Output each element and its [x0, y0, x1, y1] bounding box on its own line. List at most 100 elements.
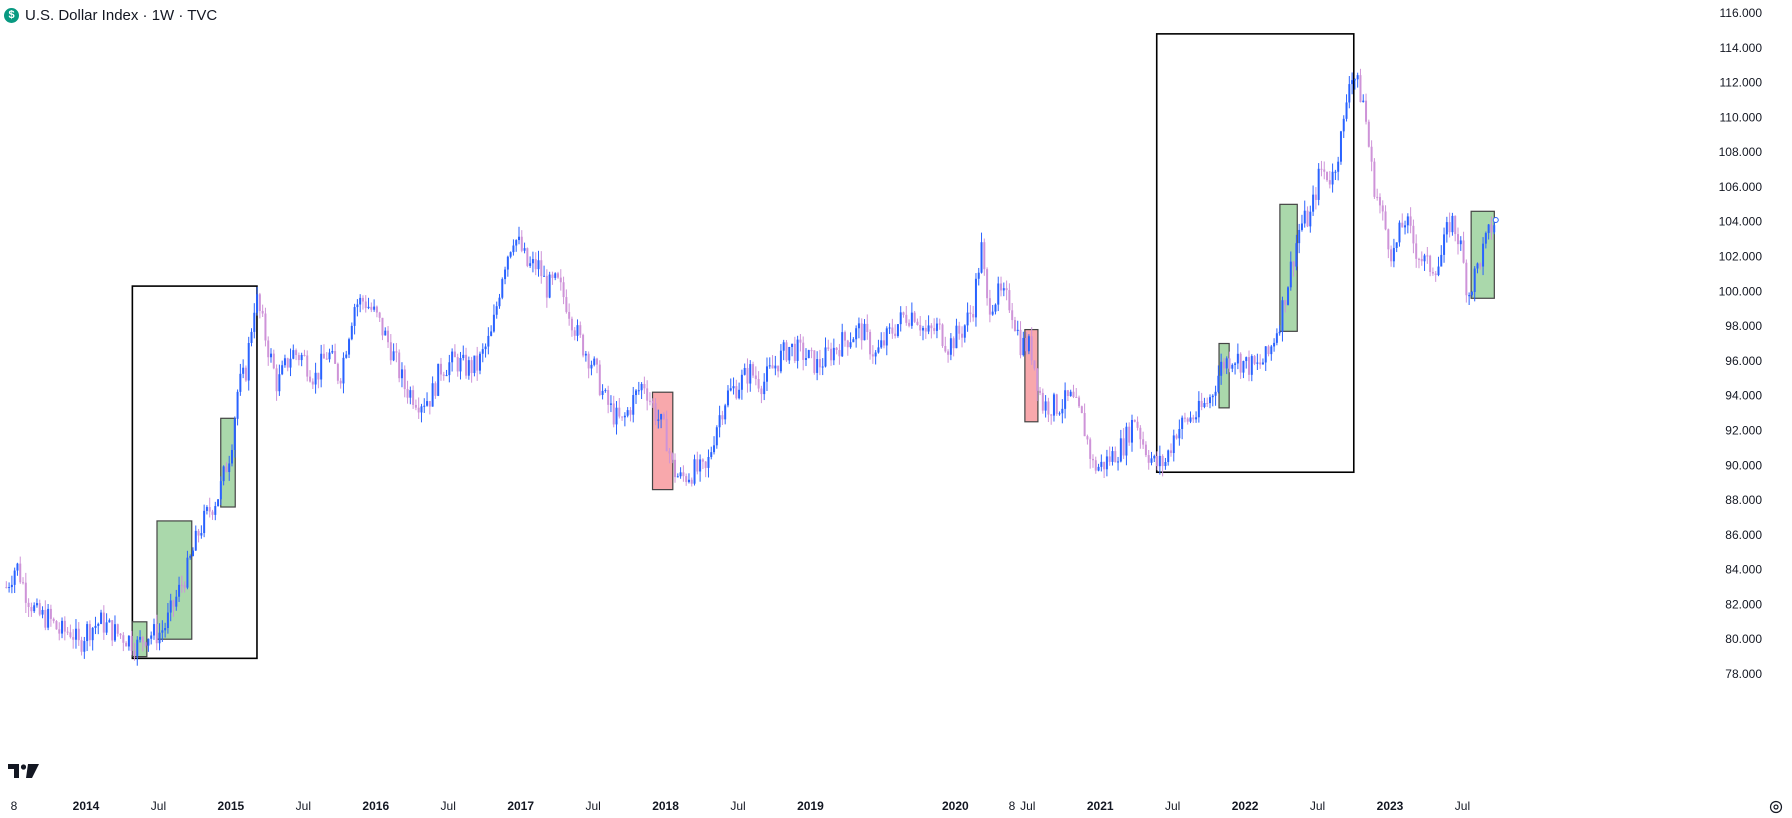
candle-body [1443, 234, 1446, 255]
candle-body [938, 323, 941, 325]
candle-body [1431, 272, 1434, 274]
candle-body [1437, 266, 1440, 276]
chart-title: U.S. Dollar Index · 1W · TVC [25, 6, 218, 24]
x-axis-tick-label: Jul [1020, 799, 1035, 813]
candle-body [609, 403, 612, 405]
candle-body [1387, 229, 1390, 250]
candle-body [1172, 435, 1175, 454]
candle-body [1440, 254, 1443, 267]
candle-body [651, 400, 654, 404]
candle-body [1253, 356, 1256, 364]
candle-body [665, 418, 668, 452]
x-axis-tick-label: 2023 [1377, 799, 1404, 813]
candle-body [958, 325, 961, 334]
candle-body [295, 350, 298, 356]
candle-body [729, 388, 732, 391]
candle-body [832, 347, 835, 361]
candle-body [821, 366, 824, 368]
candle-body [1376, 196, 1379, 198]
candle-body [1384, 211, 1387, 230]
candle-body [693, 459, 696, 484]
candle-body [1197, 400, 1200, 418]
candle-body [933, 328, 936, 331]
candle-body [682, 472, 685, 477]
candle-body [225, 466, 228, 473]
candle-body [431, 383, 434, 407]
candle-body [1108, 456, 1111, 462]
candle-body [646, 388, 649, 401]
candle-body [1300, 223, 1303, 230]
candle-body [1398, 222, 1401, 243]
candle-body [52, 618, 55, 622]
candle-body [1050, 414, 1053, 416]
candle-body [615, 407, 618, 425]
candle-body [866, 323, 869, 332]
candle-body [47, 608, 50, 628]
candle-body [841, 332, 844, 357]
candle-body [38, 603, 41, 615]
candle-body [286, 358, 289, 368]
candle-body [389, 342, 392, 361]
y-axis-tick-label: 116.000 [1720, 6, 1763, 20]
candle-body [582, 334, 585, 356]
candle-body [607, 390, 610, 405]
candle-body [478, 353, 481, 371]
candle-body [924, 327, 927, 332]
candle-body [194, 530, 197, 551]
candle-body [1412, 225, 1415, 244]
candle-body [1222, 361, 1225, 369]
candle-body [1011, 310, 1014, 321]
candle-body [186, 557, 189, 588]
candle-body [1423, 255, 1426, 262]
candle-body [955, 325, 958, 349]
candle-body [322, 353, 325, 359]
x-axis-tick-label: 2016 [362, 799, 389, 813]
candle-body [1448, 222, 1451, 233]
candle-body [375, 306, 378, 313]
candle-body [632, 395, 635, 415]
candle-body [1345, 102, 1348, 119]
candle-body [1094, 460, 1097, 471]
candle-body [1395, 242, 1398, 248]
x-axis-tick-label: Jul [151, 799, 166, 813]
candle-body [1150, 458, 1153, 463]
candle-body [147, 638, 150, 646]
candle-body [883, 340, 886, 346]
candle-body [492, 314, 495, 332]
candle-body [236, 391, 239, 419]
candle-body [125, 642, 128, 647]
y-axis-tick-label: 100.000 [1719, 284, 1763, 298]
candle-body [370, 306, 373, 310]
candle-body [852, 339, 855, 343]
candle-body [77, 628, 80, 641]
candle-body [590, 364, 593, 369]
tradingview-logo-icon[interactable] [8, 762, 40, 780]
candle-body [1351, 80, 1354, 85]
candle-body [462, 354, 465, 359]
x-axis-tick-label: 8 [11, 799, 18, 813]
candle-body [1470, 291, 1473, 296]
candle-body [102, 612, 105, 633]
settings-gear-icon[interactable] [1768, 799, 1784, 815]
candle-body [1298, 229, 1301, 244]
candle-body [1381, 205, 1384, 212]
candle-body [1409, 216, 1412, 226]
candle-body [1083, 413, 1086, 437]
candle-body [1167, 450, 1170, 463]
y-axis-tick-label: 106.000 [1719, 180, 1763, 194]
candle-body [1030, 336, 1033, 361]
candle-body [306, 355, 309, 377]
candle-body [687, 479, 690, 482]
candle-body [1356, 75, 1359, 80]
x-axis-tick-label: 2017 [507, 799, 534, 813]
candle-body [1248, 357, 1251, 375]
candle-body [197, 530, 200, 536]
candle-body [1476, 263, 1479, 269]
candle-body [863, 323, 866, 341]
candle-body [818, 359, 821, 368]
candle-body [604, 390, 607, 392]
candle-body [1111, 451, 1114, 462]
candle-body [439, 363, 442, 375]
candle-body [1061, 408, 1064, 414]
